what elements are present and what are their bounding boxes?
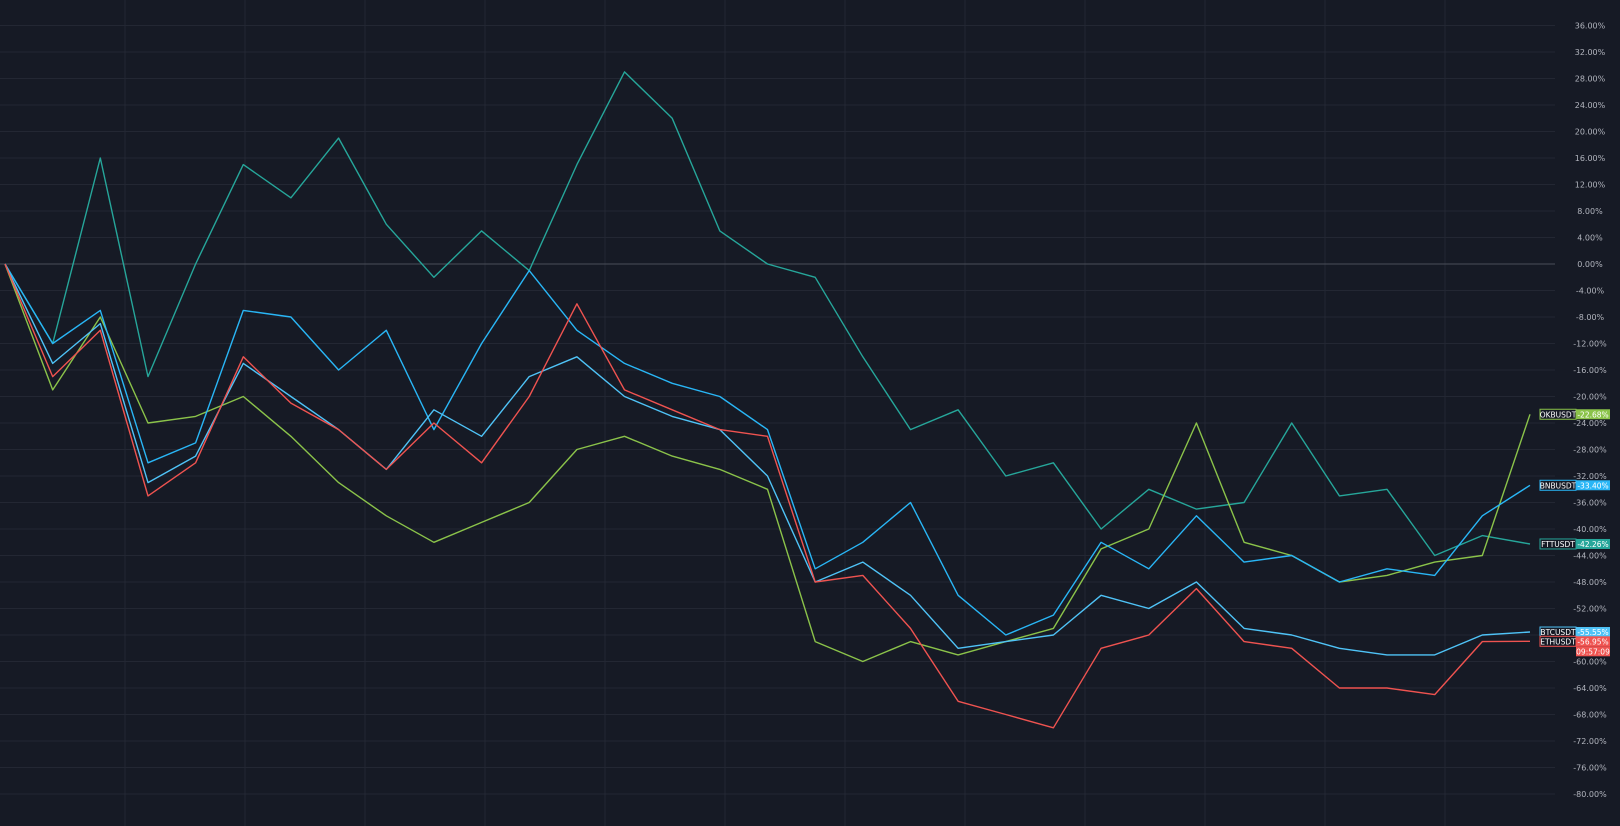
y-tick-label: 32.00% xyxy=(1575,48,1606,57)
badge-value-box xyxy=(1576,538,1610,549)
y-tick-label: -28.00% xyxy=(1573,446,1607,455)
y-tick-label: 36.00% xyxy=(1575,22,1606,31)
y-tick-label: -16.00% xyxy=(1573,366,1607,375)
y-tick-label: -76.00% xyxy=(1573,764,1607,773)
y-tick-label: 20.00% xyxy=(1575,128,1606,137)
y-tick-label: 0.00% xyxy=(1577,260,1603,269)
y-tick-label: -52.00% xyxy=(1573,605,1607,614)
y-tick-label: -80.00% xyxy=(1573,790,1607,799)
badge-value-label: -55.55% xyxy=(1577,628,1608,637)
y-tick-label: -72.00% xyxy=(1573,737,1607,746)
y-tick-label: -32.00% xyxy=(1573,472,1607,481)
y-tick-label: 16.00% xyxy=(1575,154,1606,163)
badge-value-label: -22.68% xyxy=(1577,410,1608,419)
grid-layer xyxy=(0,0,1555,826)
badge-countdown-label: 09:57:09 xyxy=(1576,647,1610,656)
badge-value-label: -33.40% xyxy=(1577,481,1608,490)
badge-symbol-label: BTCUSDT xyxy=(1540,628,1576,637)
badge-value-box xyxy=(1576,480,1610,491)
badge-symbol-label: OKBUSDT xyxy=(1540,410,1577,419)
series-layer xyxy=(4,71,1531,729)
y-tick-label: -48.00% xyxy=(1573,578,1607,587)
y-tick-label: -4.00% xyxy=(1576,287,1605,296)
y-tick-label: -40.00% xyxy=(1573,525,1607,534)
series-line-okbusdt[interactable] xyxy=(4,263,1531,663)
series-line-ethusdt[interactable] xyxy=(4,263,1531,729)
y-tick-label: -36.00% xyxy=(1573,499,1607,508)
y-tick-label: 12.00% xyxy=(1575,181,1606,190)
y-tick-label: 4.00% xyxy=(1577,234,1603,243)
badge-value-box xyxy=(1576,409,1610,420)
badge-value-label: -42.26% xyxy=(1577,540,1608,549)
price-badge-ethusdt: ETHUSDT -56.95%09:57:09 xyxy=(1539,635,1610,657)
badge-value-box xyxy=(1576,636,1610,647)
badge-countdown-box xyxy=(1576,646,1610,657)
badge-symbol-label: FTTUSDT xyxy=(1541,540,1575,549)
badge-value-label: -56.95% xyxy=(1577,637,1608,646)
y-tick-label: -24.00% xyxy=(1573,419,1607,428)
y-axis: 36.00% 32.00% 28.00% 24.00% 20.00% 16.00% 12.0… xyxy=(1573,22,1607,800)
badge-symbol-label: BNBUSDT xyxy=(1540,481,1577,490)
y-tick-label: -44.00% xyxy=(1573,552,1607,561)
price-badge-okbusdt: OKBUSDT -22.68% xyxy=(1539,408,1610,420)
y-tick-label: -8.00% xyxy=(1576,313,1605,322)
price-badge-fttusdt: FTTUSDT -42.26% xyxy=(1539,538,1610,550)
price-badges: OKBUSDT -22.68% BNBUSDT -33.40% FTTUSDT -42.2… xyxy=(1539,408,1610,657)
price-badge-btcusdt: BTCUSDT -55.55% xyxy=(1539,626,1610,638)
series-line-btcusdt[interactable] xyxy=(4,263,1531,656)
y-tick-label: -12.00% xyxy=(1573,340,1607,349)
y-tick-label: 24.00% xyxy=(1575,101,1606,110)
y-tick-label: -68.00% xyxy=(1573,711,1607,720)
y-tick-label: -20.00% xyxy=(1573,393,1607,402)
y-tick-label: -60.00% xyxy=(1573,658,1607,667)
y-tick-label: 8.00% xyxy=(1577,207,1603,216)
series-line-fttusdt[interactable] xyxy=(4,71,1531,557)
y-tick-label: 28.00% xyxy=(1575,75,1606,84)
badge-symbol-label: ETHUSDT xyxy=(1540,637,1576,646)
price-badge-bnbusdt: BNBUSDT -33.40% xyxy=(1539,479,1610,491)
y-tick-label: -64.00% xyxy=(1573,684,1607,693)
series-line-bnbusdt[interactable] xyxy=(4,263,1531,636)
badge-value-box xyxy=(1576,627,1610,638)
